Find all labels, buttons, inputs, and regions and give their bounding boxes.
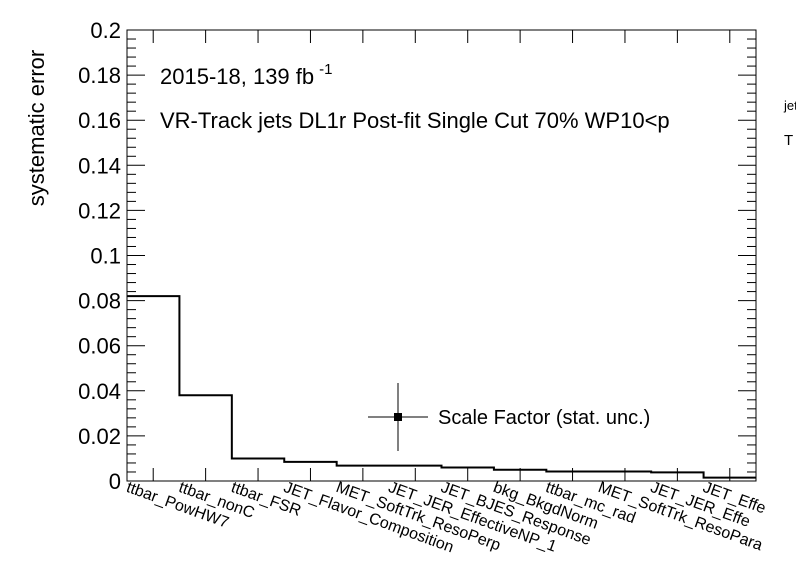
legend-entry: Scale Factor (stat. unc.) — [438, 407, 650, 429]
x-axis — [152, 30, 731, 481]
histogram-bars — [127, 296, 756, 481]
y-axis-title: systematic error — [24, 50, 49, 206]
y-tick-label: 0.06 — [78, 334, 121, 359]
selection-label: VR-Track jets DL1r Post-fit Single Cut 7… — [160, 108, 670, 133]
y-tick-label: 0.08 — [78, 289, 121, 314]
luminosity-exponent: -1 — [319, 61, 332, 78]
y-tick-label: 0.18 — [78, 63, 121, 88]
y-tick-label: 0.1 — [90, 244, 121, 269]
y-axis: 0 0.02 0.04 0.06 0.08 0.1 0.12 0.14 0.16 0.18 0.2 — [78, 18, 756, 494]
legend: Scale Factor (stat. unc.) — [368, 383, 650, 451]
x-tick-labels: ttbar_PowHW7ttbar_nonCttbar_FSRJET_Flavo… — [124, 479, 768, 556]
y-tick-label: 0.04 — [78, 379, 121, 404]
clipped-subscript: T — [784, 132, 793, 149]
y-tick-label: 0 — [109, 469, 121, 494]
y-tick-label: 0.14 — [78, 153, 121, 178]
luminosity-text: 2015-18, 139 fb — [160, 64, 314, 89]
y-tick-label: 0.02 — [78, 424, 121, 449]
clipped-superscript: jet — [783, 98, 796, 113]
y-tick-label: 0.16 — [78, 108, 121, 133]
luminosity-label: 2015-18, 139 fb -1 — [160, 61, 332, 89]
histogram-bin — [127, 296, 179, 481]
y-tick-label: 0.2 — [90, 18, 121, 43]
legend-marker — [394, 413, 402, 421]
histogram-step-line — [127, 295, 756, 479]
y-tick-label: 0.12 — [78, 198, 121, 223]
